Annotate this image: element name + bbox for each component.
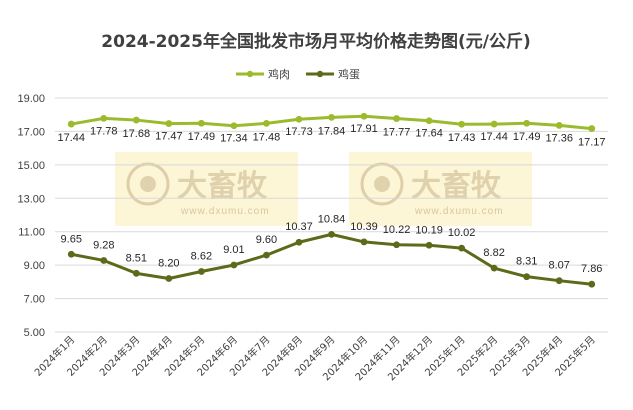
- data-label: 8.62: [191, 250, 212, 262]
- data-point: [197, 119, 205, 127]
- data-label: 7.86: [581, 263, 602, 275]
- watermark-logo-dot: [140, 176, 156, 192]
- y-tick-label: 13.00: [17, 193, 45, 205]
- y-tick-label: 9.00: [24, 260, 45, 272]
- legend-item-egg: 鸡蛋: [306, 67, 360, 81]
- legend-swatch-marker: [246, 70, 254, 78]
- data-point: [555, 277, 563, 285]
- data-point: [67, 120, 75, 128]
- data-label: 17.78: [90, 125, 118, 137]
- watermark-logo-icon: [126, 162, 170, 206]
- data-point: [425, 117, 433, 125]
- data-point: [165, 275, 173, 282]
- y-tick-label: 11.00: [18, 227, 45, 239]
- data-label: 17.91: [350, 123, 378, 135]
- y-tick-label: 15.00: [17, 160, 45, 172]
- data-label: 10.37: [285, 221, 313, 233]
- data-point: [263, 120, 270, 127]
- data-point: [230, 261, 238, 269]
- data-point: [360, 112, 368, 120]
- data-point: [555, 122, 563, 129]
- data-label: 17.48: [253, 131, 281, 143]
- legend-label-egg: 鸡蛋: [338, 67, 360, 81]
- data-label: 17.44: [480, 131, 508, 143]
- data-label: 17.68: [123, 128, 151, 140]
- data-label: 17.36: [545, 132, 573, 144]
- data-point: [328, 113, 335, 121]
- data-label: 17.73: [285, 126, 313, 138]
- data-label: 8.07: [548, 260, 569, 272]
- data-point: [197, 268, 205, 275]
- data-point: [588, 280, 596, 288]
- y-tick-label: 5.00: [24, 327, 45, 339]
- data-label: 17.49: [513, 131, 541, 143]
- y-tick-label: 19.00: [17, 93, 45, 105]
- data-label: 8.51: [126, 252, 147, 264]
- watermark-logo-dot: [374, 176, 390, 192]
- y-axis: 5.00 7.00 9.00 11.00 13.00 15.00 17.00 19.00: [17, 93, 45, 339]
- data-label: 9.65: [61, 233, 82, 245]
- data-label: 9.60: [256, 234, 277, 246]
- data-label: 8.82: [483, 247, 504, 259]
- data-label: 17.84: [318, 125, 346, 137]
- data-label: 10.22: [383, 224, 411, 236]
- legend-swatch-marker: [316, 70, 324, 78]
- data-point: [132, 116, 140, 124]
- series-line-egg: [70, 232, 592, 286]
- data-point: [393, 115, 400, 122]
- data-point: [523, 273, 531, 281]
- data-label: 10.39: [350, 221, 378, 233]
- data-label: 17.77: [383, 127, 411, 139]
- data-point: [328, 230, 335, 238]
- chart-title: 2024-2025年全国批发市场月平均价格走势图(元/公斤): [101, 31, 530, 52]
- data-point: [295, 115, 303, 123]
- legend-label-chicken: 鸡肉: [268, 67, 290, 81]
- data-label: 17.64: [415, 128, 443, 140]
- data-point: [458, 244, 466, 252]
- data-point: [458, 120, 466, 128]
- data-point: [425, 241, 433, 249]
- data-labels: 17.44 17.78 17.68 17.47 17.49 17.34 17.48 17.73…: [57, 123, 605, 275]
- series-layer: [67, 112, 596, 288]
- watermark-url: www.dxumu.com: [180, 206, 270, 217]
- data-point: [165, 120, 173, 127]
- y-tick-label: 7.00: [24, 294, 45, 306]
- data-point: [100, 257, 108, 264]
- data-point: [263, 251, 270, 259]
- data-label: 17.49: [188, 131, 216, 143]
- data-point: [132, 269, 140, 277]
- data-label: 17.43: [448, 132, 476, 144]
- x-axis: 2024年1月2024年2月2024年3月2024年4月2024年5月2024年…: [32, 333, 598, 383]
- watermark-url: www.dxumu.com: [414, 206, 504, 217]
- data-label: 17.44: [57, 132, 85, 144]
- data-point: [100, 114, 108, 122]
- data-point: [523, 119, 531, 127]
- data-point: [67, 250, 75, 258]
- data-label: 9.28: [93, 239, 114, 251]
- data-point: [230, 122, 238, 130]
- data-label: 8.31: [516, 256, 537, 268]
- data-label: 9.01: [223, 244, 244, 256]
- data-label: 8.20: [158, 258, 179, 270]
- legend: 鸡肉 鸡蛋: [236, 67, 360, 81]
- legend-item-chicken: 鸡肉: [236, 67, 290, 81]
- data-point: [490, 264, 498, 272]
- data-point: [360, 238, 368, 246]
- data-label: 10.02: [448, 227, 476, 239]
- data-point: [588, 125, 596, 132]
- data-label: 17.17: [578, 137, 606, 149]
- watermark-logo-icon: [360, 162, 404, 206]
- data-label: 10.19: [415, 224, 443, 236]
- data-label: 17.34: [220, 133, 248, 145]
- y-tick-label: 17.00: [17, 126, 45, 138]
- data-point: [393, 241, 400, 249]
- data-label: 10.84: [318, 213, 346, 225]
- data-label: 17.47: [155, 131, 183, 143]
- data-point: [490, 120, 498, 128]
- data-point: [295, 238, 303, 246]
